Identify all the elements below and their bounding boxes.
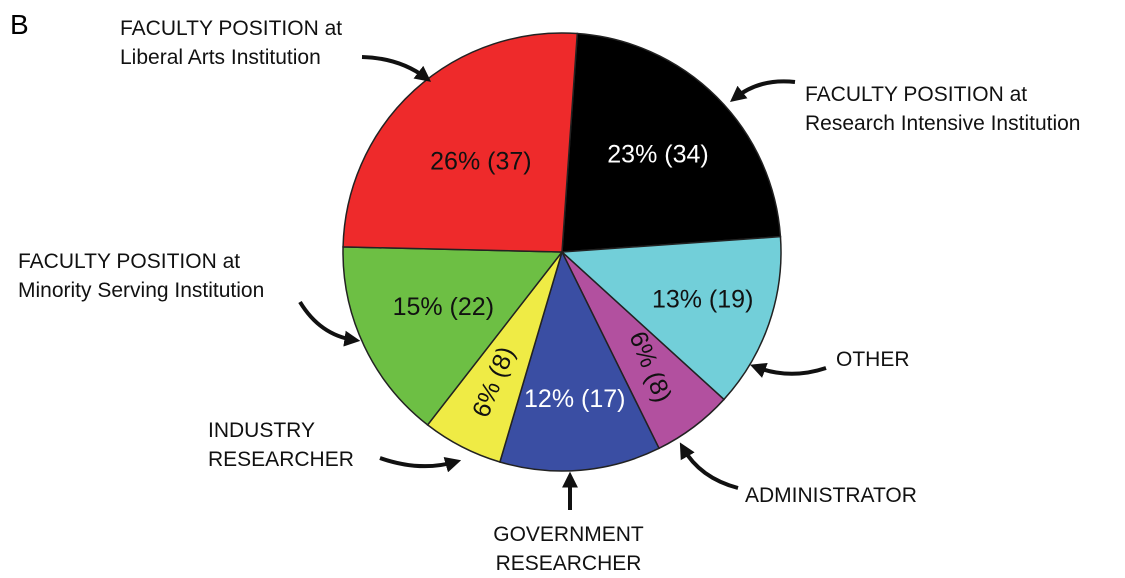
pie-slice (560, 235, 782, 401)
pie-slice (342, 246, 564, 426)
slices (342, 32, 782, 472)
category-label: GOVERNMENT RESEARCHER (493, 523, 644, 575)
pie-slice (342, 32, 579, 253)
category-label: ADMINISTRATOR (745, 484, 917, 507)
value-label: 26% (37) (430, 148, 531, 176)
arrow (379, 456, 462, 473)
panel-label: B (10, 9, 29, 40)
arrows (298, 55, 827, 510)
pie-slice (561, 32, 782, 253)
arrow (679, 442, 739, 490)
value-label: 13% (19) (652, 285, 753, 313)
category-label: FACULTY POSITION at Minority Serving Ins… (18, 250, 265, 302)
value-label: 12% (17) (524, 385, 625, 413)
category-label: OTHER (836, 348, 910, 371)
arrow (730, 79, 796, 102)
arrow (298, 300, 361, 347)
arrow (750, 362, 827, 378)
category-label: INDUSTRY RESEARCHER (208, 419, 354, 471)
pie-slice (498, 249, 661, 472)
arrow (361, 55, 432, 82)
category-label: FACULTY POSITION at Liberal Arts Institu… (120, 17, 343, 69)
category-label: FACULTY POSITION at Research Intensive I… (805, 83, 1081, 135)
value-label: 23% (34) (607, 141, 708, 169)
value-label: 15% (22) (393, 293, 494, 321)
